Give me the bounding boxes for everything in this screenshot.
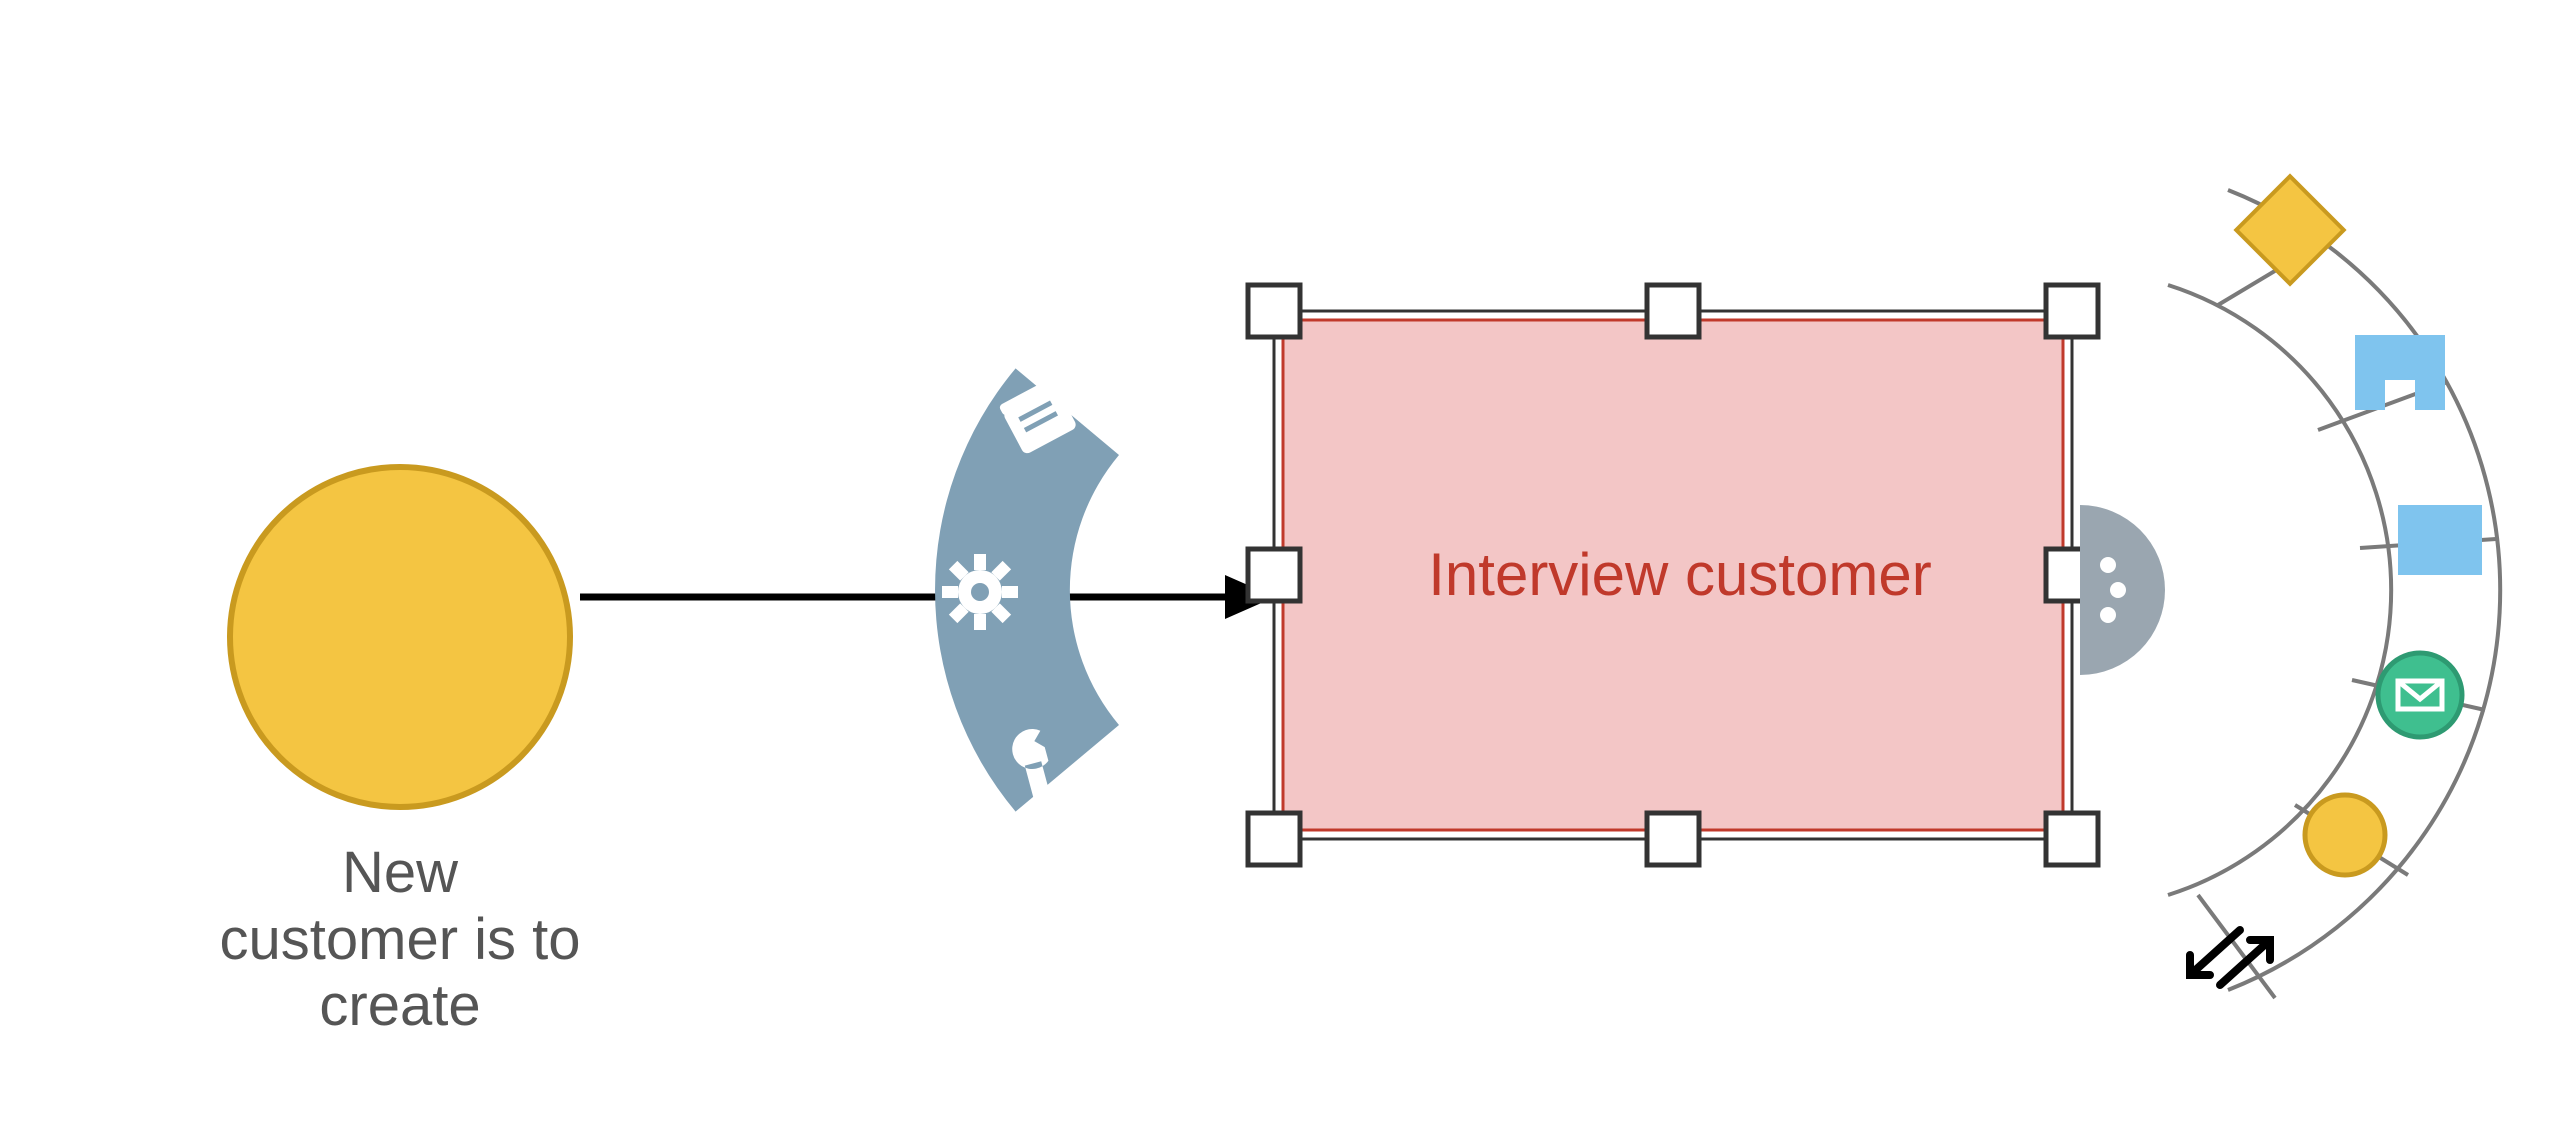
palette-dataobject-icon[interactable] [2398,505,2482,575]
sequence-flow[interactable] [580,575,1275,619]
palette-endevent-icon[interactable] [2305,795,2385,875]
handle-nw[interactable] [1248,285,1300,337]
handle-sw[interactable] [1248,813,1300,865]
task-label: Interview customer [1400,540,1960,609]
start-event[interactable] [230,467,570,807]
palette-hub[interactable] [2080,505,2165,675]
diagram-canvas[interactable]: Newcustomer is tocreate Interview custom… [0,0,2560,1122]
gear-icon[interactable] [942,554,1018,630]
palette-message-icon[interactable] [2378,653,2462,737]
handle-s[interactable] [1647,813,1699,865]
handle-n[interactable] [1647,285,1699,337]
right-palette [2080,176,2500,998]
handle-se[interactable] [2046,813,2098,865]
handle-ne[interactable] [2046,285,2098,337]
handle-w[interactable] [1248,549,1300,601]
start-event-label: Newcustomer is tocreate [140,840,660,1040]
palette-gateway-icon[interactable] [2236,176,2343,283]
